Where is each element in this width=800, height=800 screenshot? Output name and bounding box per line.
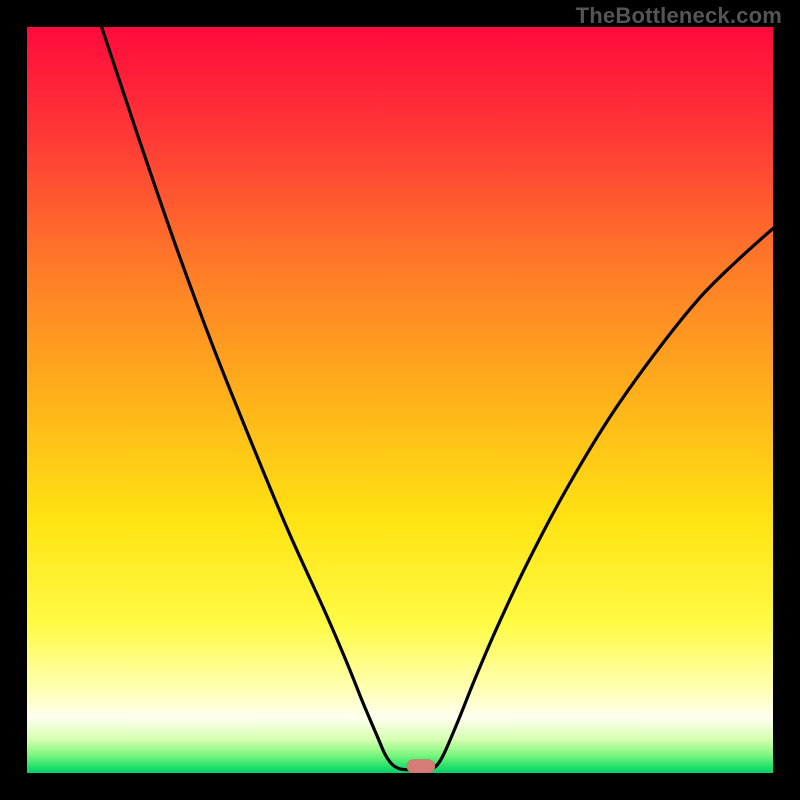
optimal-point-marker: [407, 760, 435, 773]
watermark-text: TheBottleneck.com: [576, 3, 782, 29]
plot-area: [27, 27, 773, 773]
bottleneck-chart: [27, 27, 773, 773]
